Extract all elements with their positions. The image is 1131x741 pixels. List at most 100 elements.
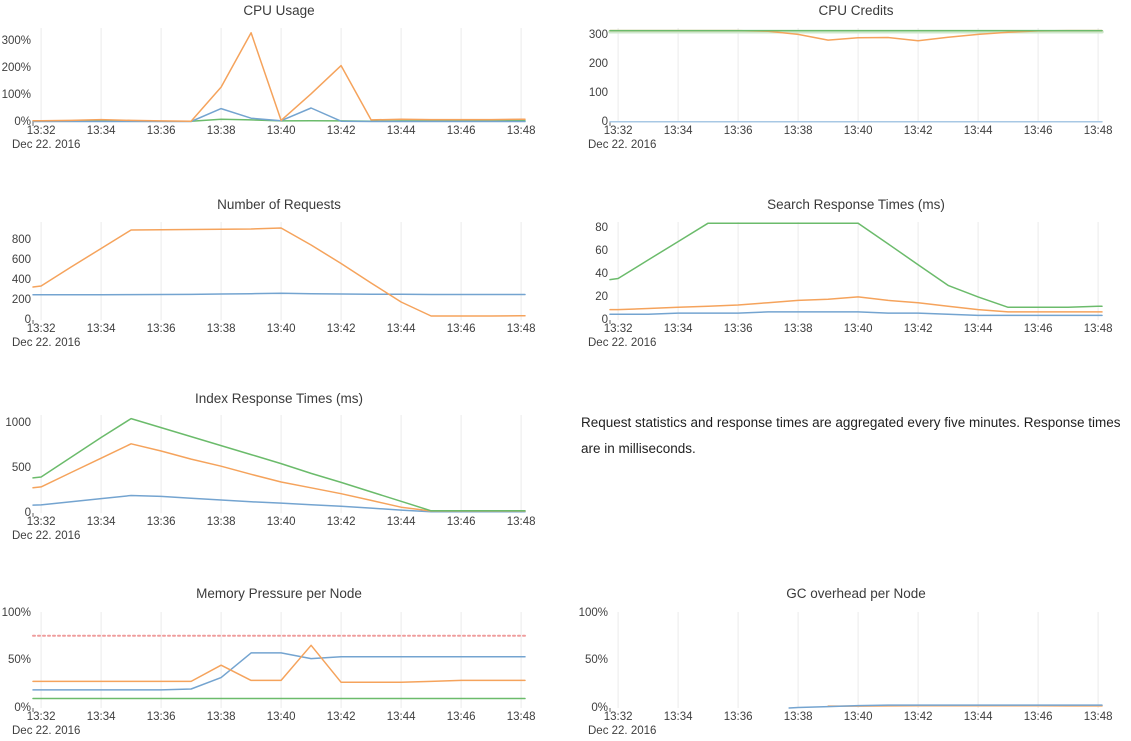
- memory-pressure-xtick: 13:48: [506, 711, 536, 723]
- gc-overhead-xtick: 13:34: [663, 711, 693, 723]
- number-of-requests-ytick: 800: [11, 234, 31, 246]
- index-response-times-date-label: Dec 22. 2016: [12, 530, 81, 542]
- number-of-requests-xtick: 13:36: [146, 323, 176, 335]
- search-response-times-series-orange: [609, 296, 1103, 313]
- index-response-times-title: Index Response Times (ms): [194, 391, 364, 406]
- search-response-times-title: Search Response Times (ms): [767, 197, 945, 212]
- cpu-usage-date-label: Dec 22. 2016: [12, 139, 81, 151]
- number-of-requests-ytick: 0: [24, 314, 31, 326]
- search-response-times-chart: [609, 222, 1103, 324]
- index-response-times-xtick: 13:32: [26, 516, 56, 528]
- index-response-times-ytick: 1000: [5, 417, 31, 430]
- search-response-times-ytick: 0: [601, 314, 608, 326]
- cpu-credits-xtick: 13:38: [783, 125, 813, 137]
- memory-pressure-xtick: 13:32: [26, 711, 56, 723]
- number-of-requests-ytick: 600: [11, 254, 31, 266]
- search-response-times-xtick: 13:48: [1083, 323, 1113, 335]
- memory-pressure-xtick: 13:34: [86, 711, 116, 723]
- search-response-times-xtick: 13:40: [843, 323, 873, 335]
- cpu-usage-xtick: 13:44: [386, 125, 416, 137]
- memory-pressure-series-blue: [32, 652, 526, 691]
- memory-pressure-xtick: 13:42: [326, 711, 356, 723]
- gc-overhead-xtick: 13:40: [843, 711, 873, 723]
- cpu-credits-ytick: 300: [588, 29, 608, 42]
- cpu-usage-xtick: 13:40: [266, 125, 296, 137]
- cpu-usage-plot-area[interactable]: [33, 28, 525, 122]
- memory-pressure-chart: [32, 612, 526, 712]
- memory-pressure-plot-area[interactable]: [33, 612, 525, 708]
- memory-pressure-ytick: 0%: [14, 702, 31, 714]
- number-of-requests-xtick: 13:38: [206, 323, 236, 335]
- memory-pressure-xtick: 13:38: [206, 711, 236, 723]
- cpu-credits-xtick: 13:48: [1083, 125, 1113, 137]
- search-response-times-series-blue: [609, 311, 1103, 317]
- number-of-requests-xtick: 13:46: [446, 323, 476, 335]
- cpu-credits-xtick: 13:42: [903, 125, 933, 137]
- cpu-credits-xtick: 13:40: [843, 125, 873, 137]
- cpu-usage-ytick: 200%: [1, 62, 31, 75]
- search-response-times-xtick: 13:34: [663, 323, 693, 335]
- cpu-usage-xtick: 13:34: [86, 125, 116, 137]
- cpu-credits-xtick: 13:44: [963, 125, 993, 137]
- number-of-requests-series-orange: [32, 227, 526, 317]
- search-response-times-ytick: 40: [595, 267, 608, 280]
- cpu-credits-ytick: 0: [601, 116, 608, 128]
- search-response-times-ytick: 80: [595, 221, 608, 234]
- cpu-usage-series-orange: [32, 32, 526, 122]
- cpu-usage-ytick: 300%: [1, 35, 31, 48]
- gc-overhead-date-label: Dec 22. 2016: [588, 725, 657, 737]
- cpu-usage-xtick: 13:36: [146, 125, 176, 137]
- memory-pressure-xtick: 13:36: [146, 711, 176, 723]
- gc-overhead-xtick: 13:38: [783, 711, 813, 723]
- cpu-usage-ytick: 0%: [14, 116, 31, 128]
- number-of-requests-ytick: 200: [11, 294, 31, 306]
- aggregation-note: Request statistics and response times ar…: [581, 415, 1121, 456]
- memory-pressure-xtick: 13:46: [446, 711, 476, 723]
- gc-overhead-xtick: 13:48: [1083, 711, 1113, 723]
- number-of-requests-title: Number of Requests: [217, 197, 341, 212]
- index-response-times-xtick: 13:40: [266, 516, 296, 528]
- index-response-times-series-green: [32, 417, 526, 512]
- memory-pressure-title: Memory Pressure per Node: [196, 586, 362, 601]
- cpu-credits-plot-area[interactable]: [610, 28, 1102, 122]
- index-response-times-plot-area[interactable]: [33, 415, 525, 513]
- gc-overhead-ytick: 100%: [578, 606, 608, 619]
- index-response-times-xtick: 13:38: [206, 516, 236, 528]
- search-response-times-xtick: 13:38: [783, 323, 813, 335]
- cpu-credits-xtick: 13:36: [723, 125, 753, 137]
- number-of-requests-xtick: 13:34: [86, 323, 116, 335]
- index-response-times-xtick: 13:42: [326, 516, 356, 528]
- search-response-times-xtick: 13:46: [1023, 323, 1053, 335]
- cpu-usage-chart: [32, 28, 526, 126]
- memory-pressure-series-orange: [32, 644, 526, 684]
- number-of-requests-xtick: 13:40: [266, 323, 296, 335]
- cpu-usage-ytick: 100%: [1, 89, 31, 102]
- index-response-times-xtick: 13:48: [506, 516, 536, 528]
- number-of-requests-date-label: Dec 22. 2016: [12, 337, 81, 349]
- number-of-requests-xtick: 13:44: [386, 323, 416, 335]
- cpu-credits-date-label: Dec 22. 2016: [588, 139, 657, 151]
- cpu-usage-xtick: 13:32: [26, 125, 56, 137]
- gc-overhead-ytick: 50%: [584, 654, 608, 667]
- cpu-credits-chart: [608, 28, 1104, 126]
- number-of-requests-plot-area[interactable]: [33, 222, 525, 320]
- gc-overhead-plot-area[interactable]: [610, 612, 1102, 708]
- index-response-times-xtick: 13:46: [446, 516, 476, 528]
- index-response-times-ytick: 500: [11, 462, 31, 475]
- gc-overhead-chart: [609, 612, 1103, 712]
- search-response-times-series-green: [609, 222, 1103, 309]
- gc-overhead-title: GC overhead per Node: [786, 586, 926, 601]
- search-response-times-xtick: 13:44: [963, 323, 993, 335]
- cpu-credits-xtick: 13:32: [603, 125, 633, 137]
- search-response-times-plot-area[interactable]: [610, 222, 1102, 320]
- cpu-credits-xtick: 13:34: [663, 125, 693, 137]
- gc-overhead-xtick: 13:42: [903, 711, 933, 723]
- cpu-credits-ytick: 200: [588, 58, 608, 71]
- memory-pressure-ytick: 100%: [1, 606, 31, 619]
- cpu-credits-xtick: 13:46: [1023, 125, 1053, 137]
- search-response-times-xtick: 13:36: [723, 323, 753, 335]
- memory-pressure-xtick: 13:40: [266, 711, 296, 723]
- cpu-usage-title: CPU Usage: [243, 3, 315, 18]
